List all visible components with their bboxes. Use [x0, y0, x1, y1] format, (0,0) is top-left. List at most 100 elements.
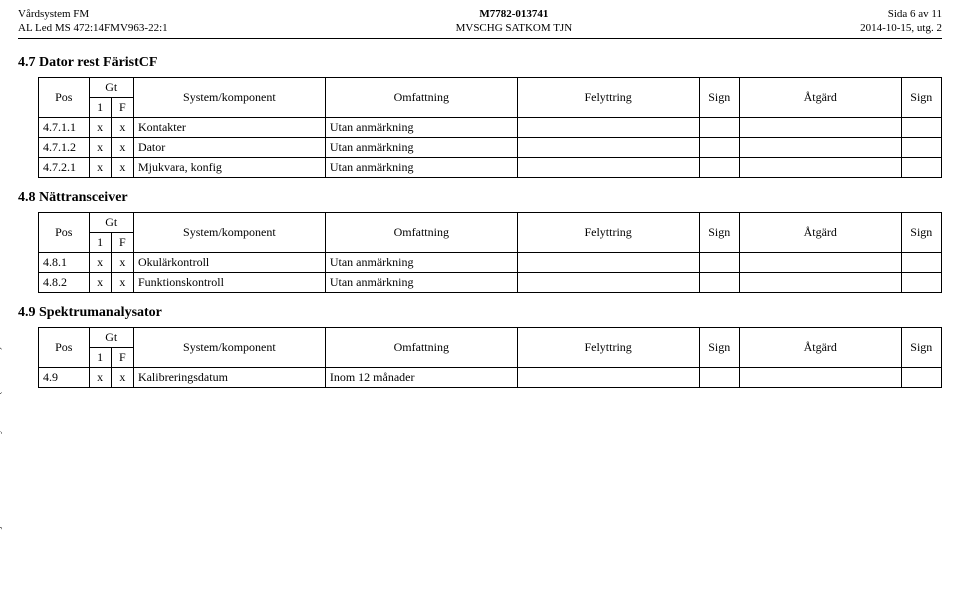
cell-gt1: x [89, 137, 111, 157]
col-omf: Omfattning [325, 77, 517, 117]
cell-pos: 4.8.2 [39, 272, 90, 292]
table-row: 4.7.2.1xxMjukvara, konfigUtan anmärkning [39, 157, 942, 177]
table-row: 4.8.1xxOkulärkontrollUtan anmärkning [39, 252, 942, 272]
col-sign2: Sign [901, 327, 941, 367]
col-gt: Gt [89, 77, 133, 97]
header-center-2: MVSCHG SATKOM TJN [456, 22, 573, 36]
cell-fel [517, 117, 699, 137]
table-row: 4.7.1.1xxKontakterUtan anmärkning [39, 117, 942, 137]
col-pos: Pos [39, 77, 90, 117]
header-right-1: Sida 6 av 11 [860, 8, 942, 22]
cell-fel [517, 157, 699, 177]
header-center-1: M7782-013741 [456, 8, 573, 22]
cell-fel [517, 252, 699, 272]
cell-gtf: x [111, 117, 133, 137]
header-left-1: Vårdsystem FM [18, 8, 168, 22]
section-title: 4.8 Nättransceiver [18, 190, 942, 206]
cell-pos: 4.9 [39, 367, 90, 387]
col-atg: Åtgärd [739, 212, 901, 252]
cell-atg [739, 117, 901, 137]
col-fel: Felyttring [517, 77, 699, 117]
cell-omf: Utan anmärkning [325, 117, 517, 137]
cell-sys: Kalibreringsdatum [133, 367, 325, 387]
col-pos: Pos [39, 327, 90, 367]
cell-atg [739, 157, 901, 177]
cell-gtf: x [111, 272, 133, 292]
cell-fel [517, 367, 699, 387]
section-body: PosGtSystem/komponentOmfattningFelyttrin… [38, 327, 942, 388]
col-omf: Omfattning [325, 212, 517, 252]
col-fel: Felyttring [517, 327, 699, 367]
data-table: PosGtSystem/komponentOmfattningFelyttrin… [38, 327, 942, 388]
col-sign2: Sign [901, 212, 941, 252]
cell-omf: Utan anmärkning [325, 272, 517, 292]
side-rotated-text: FMV Produktionsmiljö MVIF-scheman - Vård… [0, 347, 2, 606]
col-sign: Sign [699, 77, 739, 117]
cell-pos: 4.7.2.1 [39, 157, 90, 177]
cell-gt1: x [89, 272, 111, 292]
cell-sys: Kontakter [133, 117, 325, 137]
cell-sign [699, 137, 739, 157]
table-row: 4.7.1.2xxDatorUtan anmärkning [39, 137, 942, 157]
col-sys: System/komponent [133, 327, 325, 367]
header-left: Vårdsystem FM AL Led MS 472:14FMV963-22:… [18, 8, 168, 36]
cell-gtf: x [111, 252, 133, 272]
section-body: PosGtSystem/komponentOmfattningFelyttrin… [38, 77, 942, 178]
cell-atg [739, 252, 901, 272]
cell-sign [699, 272, 739, 292]
cell-omf: Utan anmärkning [325, 252, 517, 272]
header-right-2: 2014-10-15, utg. 2 [860, 22, 942, 36]
cell-pos: 4.7.1.2 [39, 137, 90, 157]
section-title: 4.7 Dator rest FäristCF [18, 55, 942, 71]
col-gt-1: 1 [89, 97, 111, 117]
cell-pos: 4.7.1.1 [39, 117, 90, 137]
cell-gtf: x [111, 137, 133, 157]
header-left-2: AL Led MS 472:14FMV963-22:1 [18, 22, 168, 36]
cell-atg [739, 272, 901, 292]
table-row: 4.9xxKalibreringsdatumInom 12 månader [39, 367, 942, 387]
cell-omf: Utan anmärkning [325, 157, 517, 177]
page-header: Vårdsystem FM AL Led MS 472:14FMV963-22:… [18, 8, 942, 39]
cell-omf: Inom 12 månader [325, 367, 517, 387]
col-sys: System/komponent [133, 212, 325, 252]
col-fel: Felyttring [517, 212, 699, 252]
cell-gt1: x [89, 157, 111, 177]
col-omf: Omfattning [325, 327, 517, 367]
col-gt: Gt [89, 327, 133, 347]
cell-sign [699, 117, 739, 137]
col-gt: Gt [89, 212, 133, 232]
table-row: 4.8.2xxFunktionskontrollUtan anmärkning [39, 272, 942, 292]
col-sign: Sign [699, 212, 739, 252]
cell-sys: Mjukvara, konfig [133, 157, 325, 177]
cell-sign2 [901, 272, 941, 292]
col-gt-f: F [111, 347, 133, 367]
col-gt-1: 1 [89, 347, 111, 367]
cell-sign [699, 157, 739, 177]
col-pos: Pos [39, 212, 90, 252]
cell-sys: Dator [133, 137, 325, 157]
col-atg: Åtgärd [739, 77, 901, 117]
cell-sign [699, 367, 739, 387]
col-sys: System/komponent [133, 77, 325, 117]
cell-sign [699, 252, 739, 272]
cell-sign2 [901, 137, 941, 157]
col-gt-f: F [111, 232, 133, 252]
data-table: PosGtSystem/komponentOmfattningFelyttrin… [38, 212, 942, 293]
cell-atg [739, 137, 901, 157]
cell-sys: Okulärkontroll [133, 252, 325, 272]
col-sign: Sign [699, 327, 739, 367]
header-right: Sida 6 av 11 2014-10-15, utg. 2 [860, 8, 942, 36]
cell-fel [517, 272, 699, 292]
cell-atg [739, 367, 901, 387]
section-body: PosGtSystem/komponentOmfattningFelyttrin… [38, 212, 942, 293]
col-sign2: Sign [901, 77, 941, 117]
cell-sys: Funktionskontroll [133, 272, 325, 292]
cell-gtf: x [111, 367, 133, 387]
data-table: PosGtSystem/komponentOmfattningFelyttrin… [38, 77, 942, 178]
cell-gtf: x [111, 157, 133, 177]
cell-gt1: x [89, 252, 111, 272]
cell-fel [517, 137, 699, 157]
header-center: M7782-013741 MVSCHG SATKOM TJN [456, 8, 573, 36]
cell-pos: 4.8.1 [39, 252, 90, 272]
cell-sign2 [901, 117, 941, 137]
